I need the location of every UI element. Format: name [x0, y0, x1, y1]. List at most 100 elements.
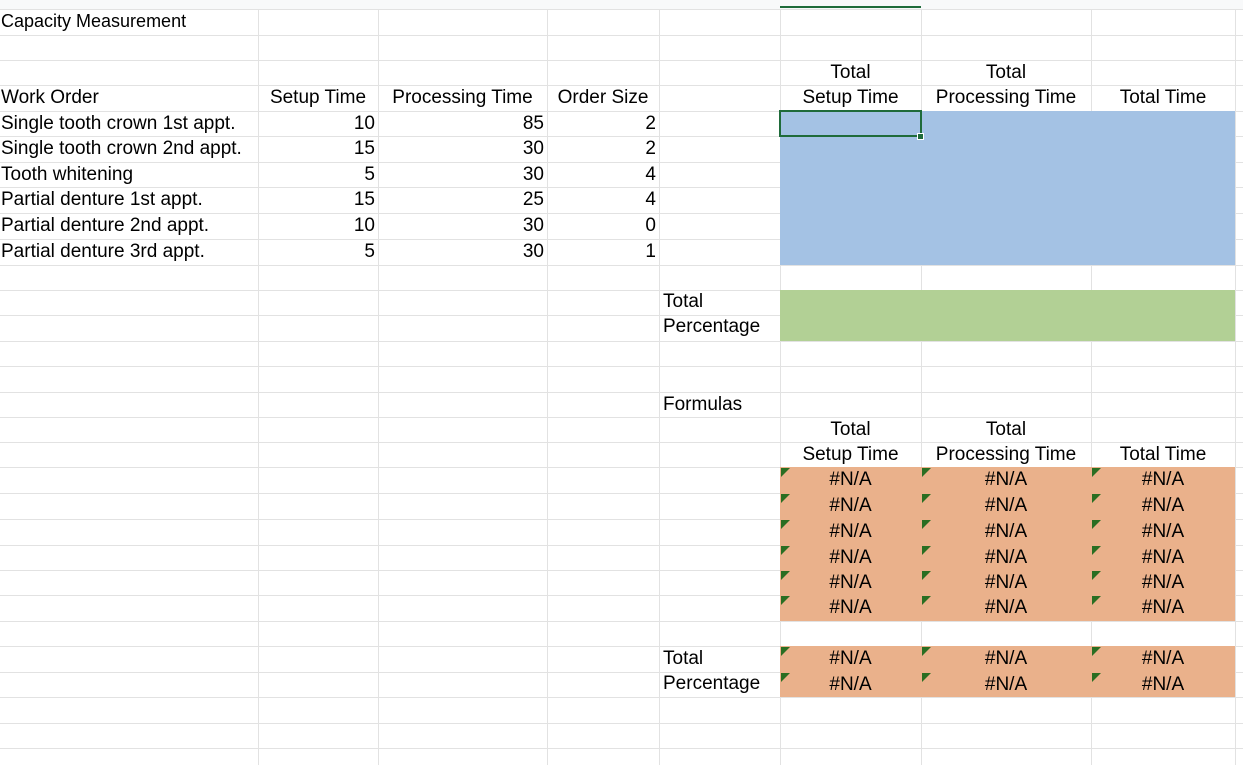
order-size-value[interactable]: 2: [645, 138, 656, 159]
row-gridline: [0, 672, 1243, 673]
error-indicator-icon: [1092, 673, 1101, 682]
header-processing-time: Processing Time: [392, 87, 533, 108]
error-indicator-icon: [922, 494, 931, 503]
work-order-name[interactable]: Partial denture 1st appt.: [1, 189, 203, 210]
formula-result-cell[interactable]: #N/A: [984, 547, 1028, 568]
formula-results-range[interactable]: [780, 467, 1235, 621]
column-gridline: [1235, 0, 1236, 765]
setup-time-value[interactable]: 10: [353, 215, 375, 236]
column-gridline: [547, 0, 548, 765]
row-gridline: [0, 9, 1243, 10]
processing-time-value[interactable]: 30: [522, 138, 544, 159]
setup-time-value[interactable]: 5: [364, 241, 375, 262]
formula-result-cell[interactable]: #N/A: [829, 674, 872, 695]
formula-result-cell[interactable]: #N/A: [984, 648, 1028, 669]
setup-time-value[interactable]: 15: [353, 138, 375, 159]
work-order-name[interactable]: Single tooth crown 1st appt.: [1, 113, 236, 134]
formula-result-cell[interactable]: #N/A: [1141, 572, 1185, 593]
selected-cell[interactable]: [779, 110, 922, 137]
formula-result-cell[interactable]: #N/A: [984, 597, 1028, 618]
row-gridline: [0, 35, 1243, 36]
error-indicator-icon: [1092, 494, 1101, 503]
formula-result-cell[interactable]: #N/A: [829, 648, 872, 669]
formula-result-cell[interactable]: #N/A: [829, 495, 872, 516]
row-gridline: [0, 493, 1243, 494]
formula-result-cell[interactable]: #N/A: [1141, 674, 1185, 695]
percentage-label: Percentage: [663, 316, 761, 337]
order-size-value[interactable]: 4: [645, 164, 656, 185]
work-order-name[interactable]: Single tooth crown 2nd appt.: [1, 138, 242, 159]
formula-result-cell[interactable]: #N/A: [829, 597, 872, 618]
formula-result-cell[interactable]: #N/A: [1141, 495, 1185, 516]
row-gridline: [0, 162, 1243, 163]
error-indicator-icon: [922, 571, 931, 580]
totals-header-processing-line2: Processing Time: [935, 87, 1077, 108]
row-gridline: [0, 748, 1243, 749]
error-indicator-icon: [922, 673, 931, 682]
order-size-value[interactable]: 0: [645, 215, 656, 236]
setup-time-value[interactable]: 15: [353, 189, 375, 210]
error-indicator-icon: [781, 520, 790, 529]
formulas-header-setup-line2: Setup Time: [802, 444, 899, 465]
work-order-name[interactable]: Partial denture 3rd appt.: [1, 241, 205, 262]
error-indicator-icon: [1092, 520, 1101, 529]
totals-header-total-time: Total Time: [1119, 87, 1207, 108]
formula-result-cell[interactable]: #N/A: [829, 469, 872, 490]
formula-result-cell[interactable]: #N/A: [1141, 521, 1185, 542]
formula-result-cell[interactable]: #N/A: [1141, 648, 1185, 669]
work-order-name[interactable]: Tooth whitening: [1, 164, 134, 185]
error-indicator-icon: [1092, 546, 1101, 555]
formula-result-cell[interactable]: #N/A: [984, 674, 1028, 695]
column-gridline: [258, 0, 259, 765]
total-label: Total: [663, 291, 704, 312]
total-percentage-range[interactable]: [780, 290, 1235, 341]
processing-time-value[interactable]: 30: [522, 241, 544, 262]
row-gridline: [0, 697, 1243, 698]
setup-time-value[interactable]: 10: [353, 113, 375, 134]
order-size-value[interactable]: 4: [645, 189, 656, 210]
setup-time-value[interactable]: 5: [364, 164, 375, 185]
row-gridline: [0, 111, 1243, 112]
row-gridline: [0, 239, 1243, 240]
error-indicator-icon: [781, 546, 790, 555]
formula-result-cell[interactable]: #N/A: [829, 572, 872, 593]
processing-time-value[interactable]: 85: [522, 113, 544, 134]
formula-result-cell[interactable]: #N/A: [1141, 547, 1185, 568]
processing-time-value[interactable]: 30: [522, 164, 544, 185]
formula-result-cell[interactable]: #N/A: [984, 495, 1028, 516]
formula-result-cell[interactable]: #N/A: [984, 469, 1028, 490]
row-gridline: [0, 213, 1243, 214]
error-indicator-icon: [922, 520, 931, 529]
error-indicator-icon: [781, 494, 790, 503]
formula-totals-range[interactable]: [780, 646, 1235, 697]
order-size-value[interactable]: 1: [645, 241, 656, 262]
header-work-order: Work Order: [1, 87, 99, 108]
error-indicator-icon: [922, 647, 931, 656]
selected-column-indicator: [780, 6, 921, 8]
row-gridline: [0, 417, 1243, 418]
header-order-size: Order Size: [557, 87, 649, 108]
formula-result-cell[interactable]: #N/A: [984, 521, 1028, 542]
fill-handle[interactable]: [917, 133, 924, 140]
formula-result-cell[interactable]: #N/A: [829, 521, 872, 542]
row-gridline: [0, 595, 1243, 596]
totals-header-setup-line2: Setup Time: [802, 87, 899, 108]
work-order-name[interactable]: Partial denture 2nd appt.: [1, 215, 210, 236]
formula-result-cell[interactable]: #N/A: [1141, 597, 1185, 618]
formula-result-cell[interactable]: #N/A: [1141, 469, 1185, 490]
formula-result-cell[interactable]: #N/A: [829, 547, 872, 568]
error-indicator-icon: [781, 468, 790, 477]
formulas-header-total-time: Total Time: [1119, 444, 1207, 465]
formula-total-label: Total: [663, 648, 704, 669]
row-gridline: [0, 621, 1243, 622]
processing-time-value[interactable]: 25: [522, 189, 544, 210]
formula-result-cell[interactable]: #N/A: [984, 572, 1028, 593]
error-indicator-icon: [781, 673, 790, 682]
row-gridline: [0, 467, 1243, 468]
processing-time-value[interactable]: 30: [522, 215, 544, 236]
totals-header-setup-line1: Total: [830, 62, 871, 83]
formula-percentage-label: Percentage: [663, 673, 761, 694]
order-size-value[interactable]: 2: [645, 113, 656, 134]
column-gridline: [921, 0, 922, 765]
